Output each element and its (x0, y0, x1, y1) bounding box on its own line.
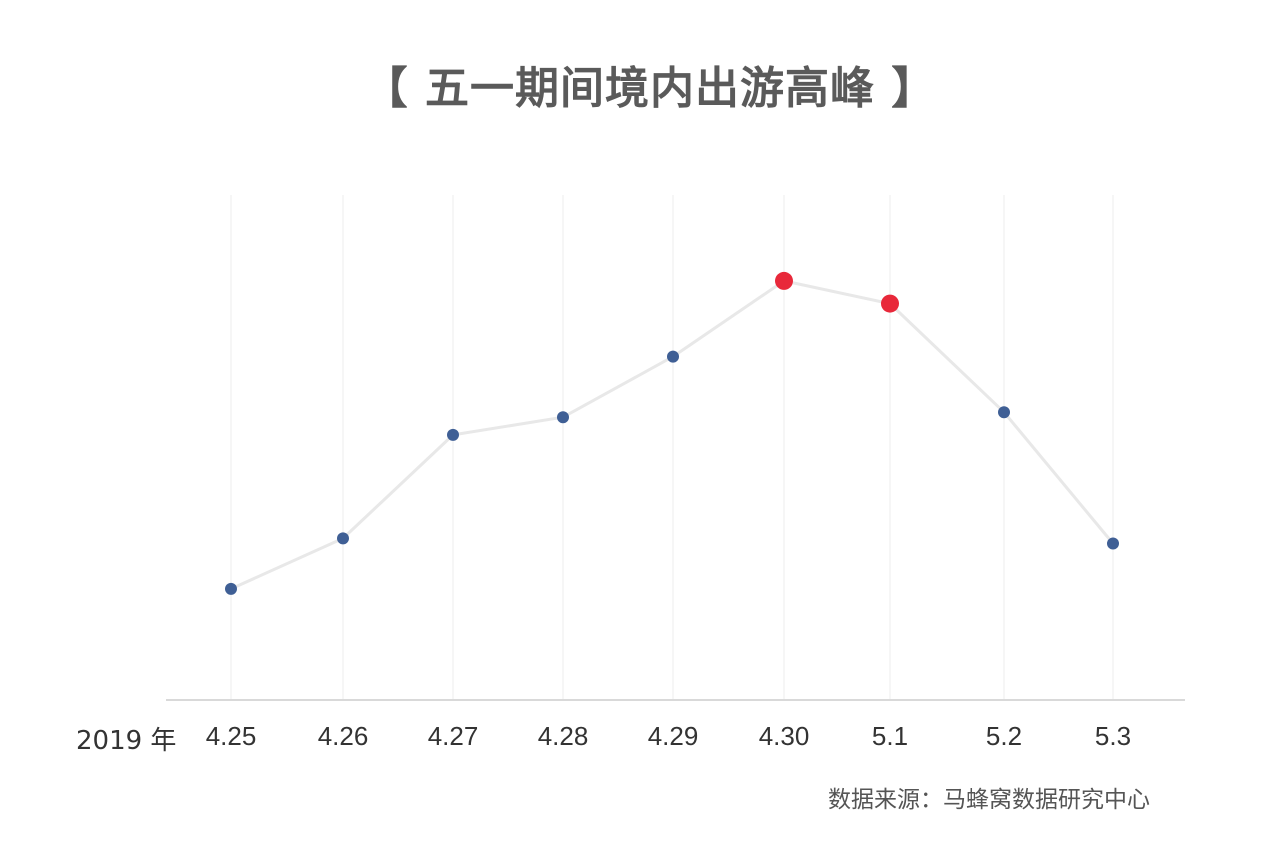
x-tick-label-4.30: 4.30 (759, 721, 810, 751)
x-tick-label-5.2: 5.2 (986, 721, 1022, 751)
source-note: 数据来源：马蜂窝数据研究中心 (828, 787, 1150, 813)
highlight-point-5.1 (881, 294, 899, 313)
x-tick-label-4.27: 4.27 (428, 721, 479, 751)
x-tick-label-4.28: 4.28 (538, 721, 589, 751)
x-tick-labels: 4.25 4.26 4.27 4.28 4.29 4.30 5.1 5.2 5.3 (206, 721, 1131, 751)
x-tick-label-4.25: 4.25 (206, 721, 257, 751)
data-points (225, 271, 1119, 595)
data-point-4.26 (337, 532, 349, 545)
year-label: 2019 年 (76, 726, 177, 756)
data-point-5.2 (998, 406, 1010, 419)
x-tick-label-5.3: 5.3 (1095, 721, 1131, 751)
x-tick-label-4.29: 4.29 (648, 721, 699, 751)
data-point-4.29 (667, 350, 679, 363)
data-point-4.25 (225, 582, 237, 595)
x-tick-label-5.1: 5.1 (872, 721, 908, 751)
data-point-5.3 (1107, 537, 1119, 550)
x-tick-label-4.26: 4.26 (318, 721, 369, 751)
highlight-point-4.30 (775, 271, 793, 290)
chart-title: 【 五一期间境内出游高峰 】 (363, 63, 937, 114)
series-line (230, 279, 1115, 591)
gridlines (230, 195, 1114, 700)
data-point-4.27 (447, 428, 459, 441)
data-point-4.28 (557, 411, 569, 424)
